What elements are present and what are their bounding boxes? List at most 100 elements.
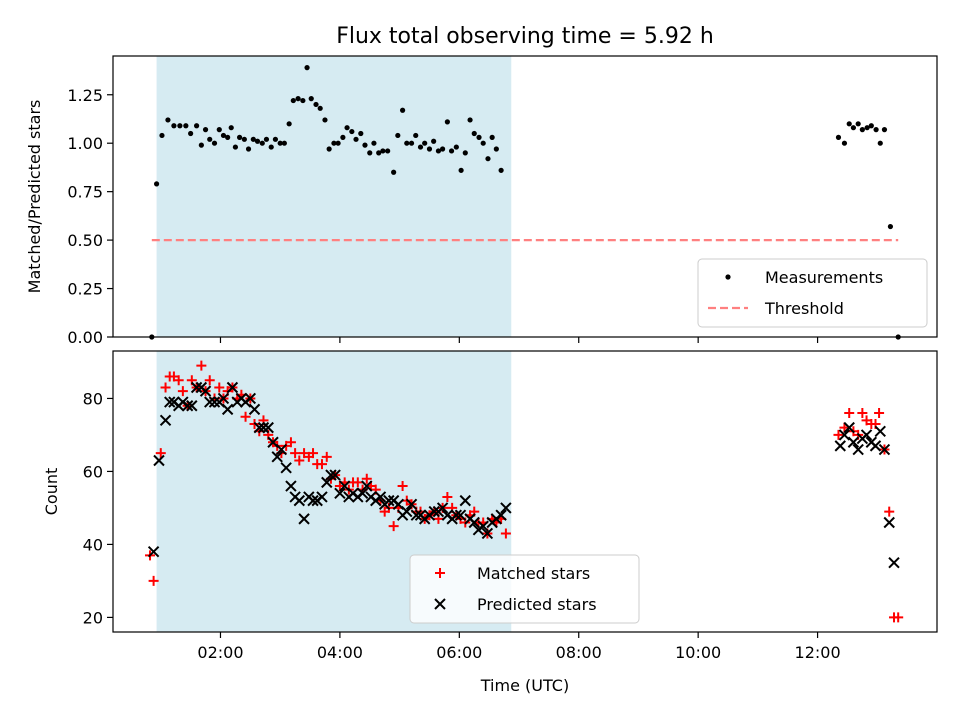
data-point [477,520,489,532]
data-point [453,144,459,150]
y-axis-label: Matched/Predicted stars [25,100,44,294]
data-point [204,396,216,408]
legend-box [409,554,640,624]
data-point [295,96,301,102]
data-point [159,414,172,427]
data-point [272,136,279,142]
data-point [833,429,844,440]
data-point [468,516,480,529]
data-point [444,119,450,125]
data-point [193,123,200,129]
chart-title: Flux total observing time = 5.92 h [336,24,714,49]
data-point [208,396,221,408]
data-point [458,167,464,173]
data-point [471,130,477,137]
data-point [335,140,341,146]
x-tick-label: 10:00 [675,643,721,662]
y-axis-label: Count [42,468,61,516]
data-point [331,140,337,146]
x-tick-label: 12:00 [795,643,841,662]
data-point [489,134,495,140]
data-point [177,386,188,397]
bottom-panel: 20 40 60 80 02:00 04:00 06:00 08:00 10:00 12:00 Co… [42,350,938,695]
data-point [855,121,861,127]
data-point [877,140,883,146]
data-point [485,156,491,162]
data-point [253,421,265,434]
data-point [850,125,857,131]
legend-box [697,258,928,328]
legend-marker [434,598,446,610]
data-point [361,480,373,492]
data-point [211,140,218,146]
legend-label: Matched stars [477,564,590,583]
y-tick-label: 1.00 [67,134,103,153]
data-point [214,382,225,393]
data-point [164,396,176,408]
y-tick-label: 0.50 [67,231,103,250]
data-point [294,455,305,466]
data-point [480,140,486,146]
y-tick-label: 1.25 [67,86,103,105]
data-point [422,140,428,146]
data-point [883,516,895,529]
data-point [426,146,433,152]
data-point [173,375,184,386]
data-point [371,140,377,146]
data-point [186,400,198,412]
data-point [881,127,888,133]
legend-marker [435,568,445,578]
y-tick-label: 0.25 [67,280,103,299]
data-point [835,134,842,140]
data-point [440,146,446,152]
data-point [374,491,387,503]
data-point [245,146,252,152]
legend-label: Measurements [765,268,883,287]
data-point [410,509,423,521]
data-point [298,513,310,525]
data-point [405,498,418,510]
axes-frame [112,350,938,633]
data-point [834,440,846,452]
observing-window-span [156,56,512,337]
data-point [236,134,243,140]
data-point [240,411,251,422]
x-axis-label: Time (UTC) [480,676,569,695]
data-point [322,117,328,123]
data-point [864,125,870,131]
data-point [325,469,337,481]
data-point [462,150,468,156]
data-point [290,448,301,459]
data-point [857,408,868,419]
data-point [259,140,265,146]
data-point [147,546,160,558]
legend: Matched stars Predicted stars [409,554,640,624]
data-point [181,400,194,412]
data-point [397,481,408,492]
data-point [428,505,440,518]
data-point [207,136,213,142]
y-tick-label: 0.75 [67,183,103,202]
top-panel: 0.00 0.25 0.50 0.75 1.00 1.25 Matched/Predicte… [25,55,938,347]
data-point [839,422,850,433]
data-point [873,127,879,133]
data-point [220,132,227,139]
data-point [307,494,319,507]
data-point [277,140,283,146]
data-point [232,144,239,150]
data-point [340,134,346,140]
data-point [383,494,395,507]
data-point [317,105,323,111]
data-point [268,144,274,150]
data-point [257,421,270,434]
data-point [316,459,327,470]
data-point [435,148,442,154]
data-point [467,117,473,123]
data-point [874,425,886,437]
data-point [228,125,234,131]
data-point [878,443,891,456]
data-point [148,575,159,586]
data-point [221,403,234,416]
data-point [391,169,397,175]
data-point [448,148,455,154]
